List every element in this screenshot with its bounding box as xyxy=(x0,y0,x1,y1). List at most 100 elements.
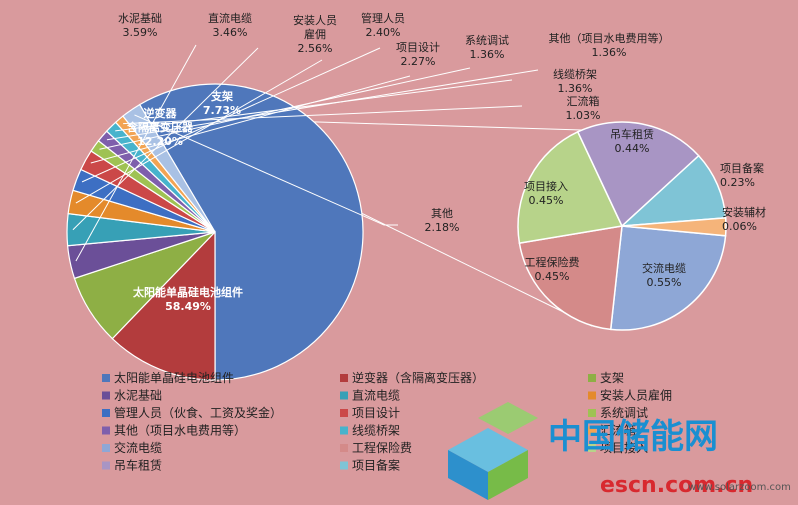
legend-item: 安装人员雇佣 xyxy=(588,388,672,403)
legend-label: 系统调试 xyxy=(600,405,648,420)
sub-slice-交流电缆 xyxy=(609,225,727,331)
legend-label: 支架 xyxy=(600,371,624,385)
legend-label: 直流电缆 xyxy=(352,389,400,403)
legend-swatch xyxy=(102,461,110,470)
main-slice-label: 含隔离变压器 xyxy=(126,120,194,134)
legend-label: 项目设计 xyxy=(352,406,400,420)
sub-slice-项目接入 xyxy=(517,130,624,244)
leader-line xyxy=(72,47,259,231)
legend-item: 其他（项目水电费用等） xyxy=(102,424,246,438)
legend-swatch xyxy=(588,374,596,382)
legend-label: 太阳能单晶硅电池组件 xyxy=(114,370,234,385)
legend-swatch xyxy=(340,461,348,470)
sub-slice-安装辅材 xyxy=(621,217,727,237)
leader-line xyxy=(81,47,381,183)
main-slice-label: 太阳能单晶硅电池组件 xyxy=(132,285,243,299)
watermark-url: escn.com.cn xyxy=(600,473,753,498)
legend-label: 安装人员雇佣 xyxy=(600,388,672,403)
main-slice-label: 雇佣 xyxy=(304,27,326,41)
main-slice-label: 管理人员 xyxy=(361,11,405,25)
main-slice-label: 其他 xyxy=(431,207,453,220)
main-slice-label: 直流电缆 xyxy=(208,11,252,25)
main-slice-percent: 2.18% xyxy=(425,221,460,234)
main-slice-percent: 1.36% xyxy=(558,82,593,95)
sub-slice-label: 安装辅材 xyxy=(722,205,766,219)
leader-line xyxy=(90,75,411,164)
main-slice-percent: 7.73% xyxy=(203,104,241,117)
main-pie xyxy=(66,83,364,381)
legend-item: 系统调试 xyxy=(588,405,648,420)
legend-label: 水泥基础 xyxy=(114,389,162,403)
legend-label: 汇流箱 xyxy=(600,423,636,438)
legend-swatch xyxy=(588,444,596,452)
legend-swatch xyxy=(588,409,596,417)
legend-label: 管理人员（伙食、工资及奖金） xyxy=(114,405,282,420)
sub-slice-吊车租赁 xyxy=(576,121,700,228)
legend-swatch xyxy=(102,444,110,452)
legend-item: 太阳能单晶硅电池组件 xyxy=(102,370,234,385)
leader-lines xyxy=(72,44,539,262)
legend-item: 逆变器（含隔离变压器） xyxy=(340,370,484,385)
main-slice-percent: 1.36% xyxy=(470,48,505,61)
legend-item: 线缆桥架 xyxy=(340,424,400,438)
main-slice-label: 水泥基础 xyxy=(118,12,162,25)
legend-item: 支架 xyxy=(588,371,624,385)
sub-slice-label: 项目备案 xyxy=(720,161,764,175)
main-slice-太阳能单晶硅电池组件 xyxy=(138,83,364,381)
leader-line xyxy=(75,44,197,262)
main-slice-percent: 3.59% xyxy=(123,26,158,39)
main-slice-label: 安装人员 xyxy=(293,13,337,27)
legend-label: 逆变器（含隔离变压器） xyxy=(352,370,484,385)
legend-swatch xyxy=(102,409,110,417)
sub-slice-工程保险费 xyxy=(518,225,623,331)
legend-swatch xyxy=(588,426,596,435)
sub-slice-label: 吊车租赁 xyxy=(610,127,654,141)
sub-slice-percent: 0.23% xyxy=(720,176,755,189)
legend-swatch xyxy=(340,391,348,400)
main-slice-label: 汇流箱 xyxy=(567,94,600,108)
legend-item: 项目接入 xyxy=(588,440,648,455)
main-slice-label: 线缆桥架 xyxy=(553,67,597,81)
main-slice-percent: 58.49% xyxy=(165,300,211,313)
legend-swatch xyxy=(102,426,110,435)
main-slice-其他 xyxy=(122,103,216,233)
sub-slice-percent: 0.06% xyxy=(722,220,757,233)
sub-slice-percent: 0.44% xyxy=(615,142,650,155)
watermark: 中国储能网 escn.com.cn www.solarzoom.com xyxy=(448,402,791,500)
main-slice-percent: 2.56% xyxy=(298,42,333,55)
sub-slice-percent: 0.45% xyxy=(529,194,564,207)
sub-pie-labels: 交流电缆0.55%工程保险费0.45%项目接入0.45%吊车租赁0.44%项目备… xyxy=(524,127,766,289)
main-slice-逆变器含隔离变压器 xyxy=(111,230,216,381)
main-slice-percent: 2.27% xyxy=(401,55,436,68)
legend-item: 吊车租赁 xyxy=(102,458,162,473)
legend-item: 工程保险费 xyxy=(340,440,412,455)
legend-label: 吊车租赁 xyxy=(114,458,162,473)
legend-swatch xyxy=(340,426,348,435)
main-slice-label: 支架 xyxy=(210,89,233,103)
main-slice-label: 项目设计 xyxy=(396,41,440,54)
sub-slice-项目备案 xyxy=(619,154,727,227)
legend-label: 项目备案 xyxy=(352,458,400,473)
sub-slice-label: 项目接入 xyxy=(524,180,568,193)
watermark-logo-icon xyxy=(448,402,538,500)
main-slice-percent: 12.20% xyxy=(137,135,183,148)
leader-line xyxy=(123,105,523,125)
leader-line xyxy=(106,69,539,141)
main-slice-percent: 1.36% xyxy=(592,46,627,59)
legend-swatch xyxy=(102,374,110,382)
leader-line xyxy=(134,114,398,226)
watermark-brand: 中国储能网 xyxy=(548,417,718,457)
sub-slice-label: 交流电缆 xyxy=(642,261,686,275)
legend-swatch xyxy=(340,409,348,417)
sub-slice-percent: 0.45% xyxy=(535,270,570,283)
legend-label: 工程保险费 xyxy=(352,440,412,455)
legend-label: 项目接入 xyxy=(600,440,648,455)
legend-item: 项目设计 xyxy=(340,406,400,420)
leader-line xyxy=(75,59,323,204)
legend-item: 管理人员（伙食、工资及奖金） xyxy=(102,405,282,420)
main-slice-percent: 3.46% xyxy=(213,26,248,39)
sub-slice-label: 工程保险费 xyxy=(525,255,580,269)
